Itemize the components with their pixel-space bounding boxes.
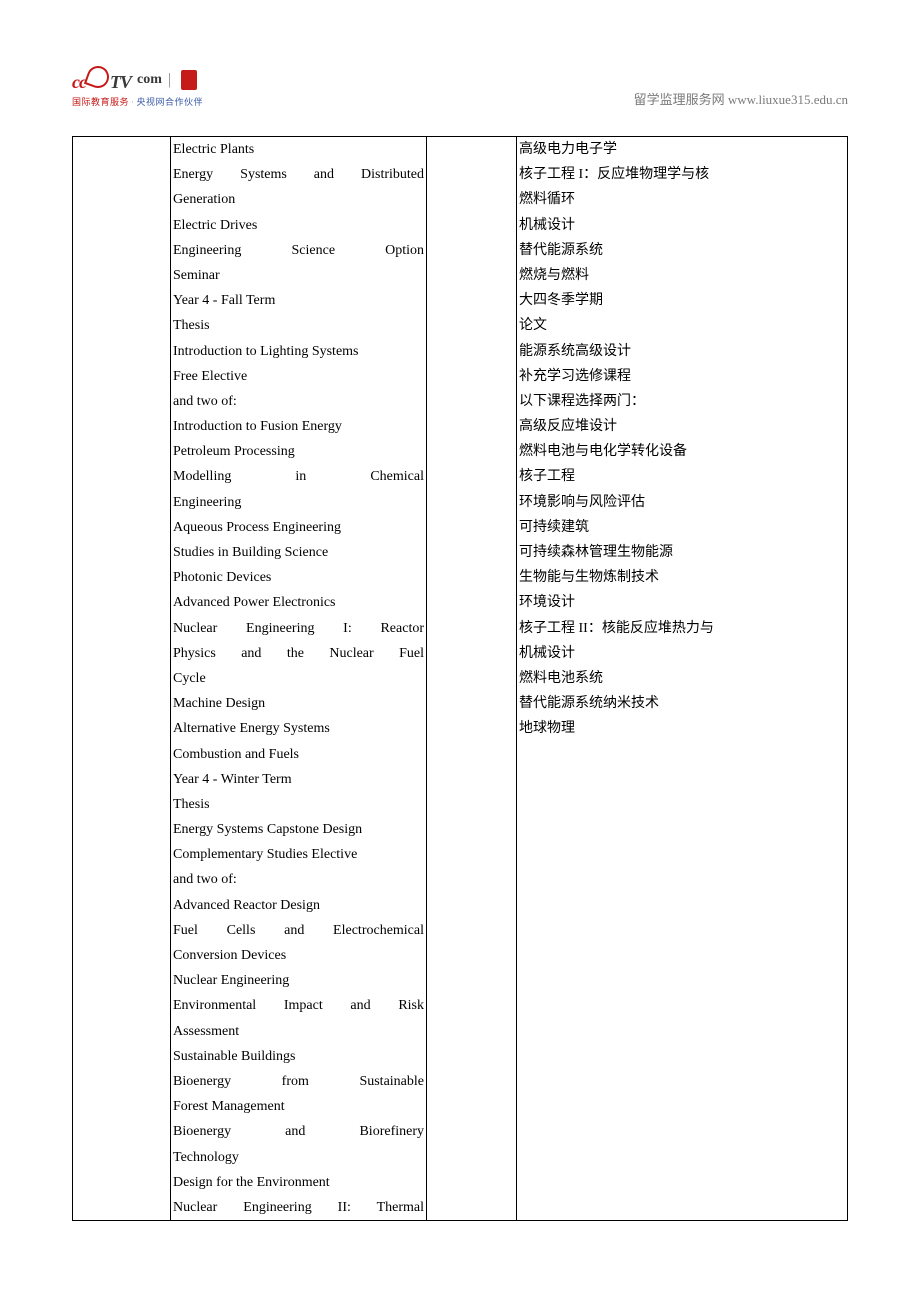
course-line-en: Aqueous Process Engineering — [173, 515, 424, 540]
course-line-en: Design for the Environment — [173, 1170, 424, 1195]
course-line-cn: 燃料循环 — [519, 187, 845, 212]
course-line-cn: 补充学习选修课程 — [519, 364, 845, 389]
course-line-en: Forest Management — [173, 1094, 424, 1119]
course-line-cn: 环境设计 — [519, 590, 845, 615]
course-line-en: Energy Systems and Distributed — [173, 162, 424, 187]
header-site-url: www.liuxue315.edu.cn — [728, 92, 848, 107]
course-line-en: Bioenergy from Sustainable — [173, 1069, 424, 1094]
page-header: ccTV com | 国际教育服务·央视网合作伙伴 留学监理服务网 www.li… — [72, 60, 848, 108]
course-line-cn: 以下课程选择两门： — [519, 389, 845, 414]
course-line-cn: 高级反应堆设计 — [519, 414, 845, 439]
course-line-en: Photonic Devices — [173, 565, 424, 590]
course-line-en: Alternative Energy Systems — [173, 716, 424, 741]
course-line-cn: 核子工程 I：反应堆物理学与核 — [519, 162, 845, 187]
table-row: Electric PlantsEnergy Systems and Distri… — [73, 137, 848, 1221]
course-line-en: Generation — [173, 187, 424, 212]
logo-com: com — [137, 72, 162, 88]
course-line-en: Nuclear Engineering I: Reactor — [173, 616, 424, 641]
course-line-cn: 核子工程 II：核能反应堆热力与 — [519, 616, 845, 641]
course-line-cn: 环境影响与风险评估 — [519, 490, 845, 515]
course-line-en: Sustainable Buildings — [173, 1044, 424, 1069]
course-line-en: Combustion and Fuels — [173, 742, 424, 767]
course-line-en: Year 4 - Fall Term — [173, 288, 424, 313]
course-line-cn: 替代能源系统纳米技术 — [519, 691, 845, 716]
page: ccTV com | 国际教育服务·央视网合作伙伴 留学监理服务网 www.li… — [0, 0, 920, 1281]
course-line-en: Seminar — [173, 263, 424, 288]
logo-tv: TV — [110, 72, 131, 92]
logo-swirl-icon — [84, 63, 112, 91]
course-line-cn: 大四冬季学期 — [519, 288, 845, 313]
course-line-en: Assessment — [173, 1019, 424, 1044]
logo-cctv: ccTV — [72, 66, 131, 93]
course-line-en: Environmental Impact and Risk — [173, 993, 424, 1018]
course-line-en: and two of: — [173, 867, 424, 892]
course-line-en: Physics and the Nuclear Fuel — [173, 641, 424, 666]
course-line-en: Engineering Science Option — [173, 238, 424, 263]
logo-sub-blue: 央视网合作伙伴 — [137, 97, 204, 107]
course-line-cn: 燃料电池系统 — [519, 666, 845, 691]
course-line-en: Electric Plants — [173, 137, 424, 162]
course-line-en: Technology — [173, 1145, 424, 1170]
course-line-en: Cycle — [173, 666, 424, 691]
course-line-en: Electric Drives — [173, 213, 424, 238]
logo-sub-red: 国际教育服务 — [72, 97, 129, 107]
course-line-cn: 论文 — [519, 313, 845, 338]
logo-tag-icon — [181, 70, 197, 90]
cell-english-courses: Electric PlantsEnergy Systems and Distri… — [171, 137, 427, 1221]
course-line-en: Thesis — [173, 792, 424, 817]
cell-chinese-courses: 高级电力电子学核子工程 I：反应堆物理学与核燃料循环机械设计替代能源系统燃烧与燃… — [517, 137, 848, 1221]
logo-block: ccTV com | 国际教育服务·央视网合作伙伴 — [72, 66, 203, 108]
course-table: Electric PlantsEnergy Systems and Distri… — [72, 136, 848, 1221]
course-line-en: Fuel Cells and Electrochemical — [173, 918, 424, 943]
course-line-cn: 机械设计 — [519, 213, 845, 238]
course-line-cn: 燃料电池与电化学转化设备 — [519, 439, 845, 464]
course-line-en: Nuclear Engineering — [173, 968, 424, 993]
course-line-en: Complementary Studies Elective — [173, 842, 424, 867]
course-line-cn: 高级电力电子学 — [519, 137, 845, 162]
course-line-en: Advanced Power Electronics — [173, 590, 424, 615]
course-line-cn: 可持续森林管理生物能源 — [519, 540, 845, 565]
cell-spacer-empty — [427, 137, 517, 1221]
course-line-en: Petroleum Processing — [173, 439, 424, 464]
course-line-cn: 生物能与生物炼制技术 — [519, 565, 845, 590]
course-line-en: Energy Systems Capstone Design — [173, 817, 424, 842]
course-line-cn: 机械设计 — [519, 641, 845, 666]
course-line-cn: 核子工程 — [519, 464, 845, 489]
course-line-en: Bioenergy and Biorefinery — [173, 1119, 424, 1144]
course-line-en: Studies in Building Science — [173, 540, 424, 565]
logo-subtitle: 国际教育服务·央视网合作伙伴 — [72, 95, 203, 108]
course-line-cn: 燃烧与燃料 — [519, 263, 845, 288]
course-line-en: Modelling in Chemical — [173, 464, 424, 489]
course-line-en: Conversion Devices — [173, 943, 424, 968]
course-line-en: and two of: — [173, 389, 424, 414]
course-line-en: Year 4 - Winter Term — [173, 767, 424, 792]
course-line-cn: 地球物理 — [519, 716, 845, 741]
course-line-cn: 可持续建筑 — [519, 515, 845, 540]
course-line-cn: 替代能源系统 — [519, 238, 845, 263]
course-line-cn: 能源系统高级设计 — [519, 339, 845, 364]
course-line-en: Introduction to Fusion Energy — [173, 414, 424, 439]
course-line-en: Nuclear Engineering II: Thermal — [173, 1195, 424, 1220]
course-line-en: Thesis — [173, 313, 424, 338]
course-line-en: Free Elective — [173, 364, 424, 389]
course-line-en: Advanced Reactor Design — [173, 893, 424, 918]
course-line-en: Machine Design — [173, 691, 424, 716]
course-line-en: Introduction to Lighting Systems — [173, 339, 424, 364]
header-site-name: 留学监理服务网 — [634, 92, 728, 107]
cell-category-empty — [73, 137, 171, 1221]
header-right: 留学监理服务网 www.liuxue315.edu.cn — [634, 89, 848, 108]
course-line-en: Engineering — [173, 490, 424, 515]
